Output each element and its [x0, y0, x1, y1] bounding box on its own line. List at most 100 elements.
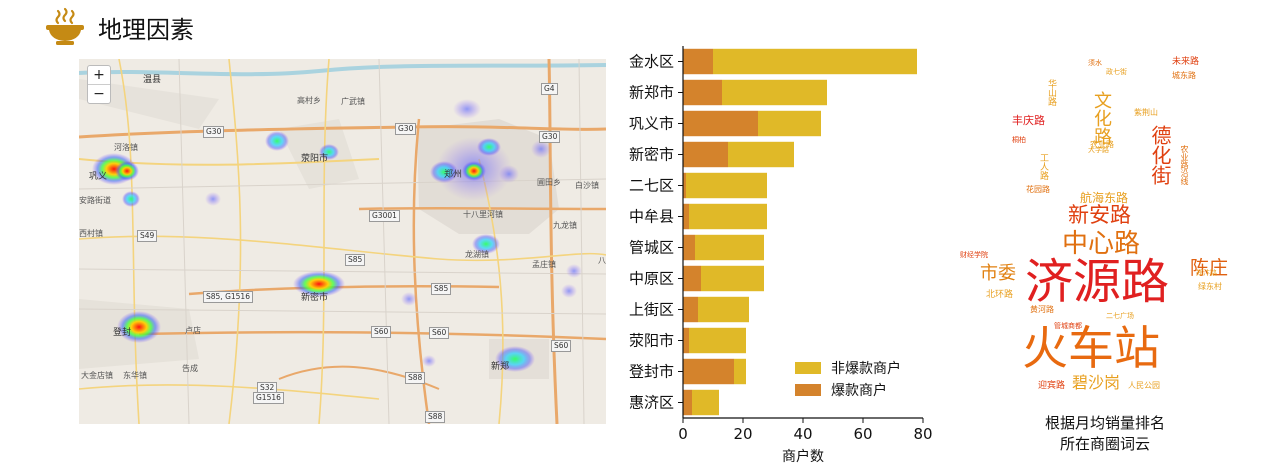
word-cloud-term: 农业路沿线: [1180, 145, 1189, 185]
word-cloud-term: 航海东路: [1080, 191, 1129, 205]
word-cloud-term: 大学路: [1088, 146, 1109, 154]
word-cloud-term: 紫荆山: [1134, 108, 1158, 117]
y-tick-label: 管城区: [629, 239, 674, 257]
bar-nonhot-segment: [713, 48, 917, 75]
word-cloud-term: 工人路: [1038, 153, 1048, 180]
map-place-label: 巩义: [89, 172, 108, 182]
zoom-out-button[interactable]: −: [88, 84, 110, 103]
map-road-shield: S60: [429, 327, 450, 339]
x-axis-label: 商户数: [782, 448, 824, 465]
bar-nonhot-segment: [701, 265, 764, 292]
map-place-label: 荥阳市: [301, 154, 329, 164]
map-place-label: 卢店: [185, 326, 201, 335]
map-road-shield: S85, G1516: [203, 291, 253, 303]
x-tick-label: 60: [853, 425, 872, 443]
caption-line-2: 所在商圈词云: [1059, 435, 1150, 453]
heatmap-map[interactable]: + − 温县高村乡 广武镇河洛镇巩义 荥阳市郑州圃田乡 白沙镇安路街道十八里河镇九龙镇…: [79, 59, 606, 424]
bar-hot-segment: [683, 358, 734, 385]
map-road-shield: G30: [203, 126, 225, 138]
x-tick-label: 20: [733, 425, 752, 443]
map-place-label: 九龙镇: [553, 221, 577, 230]
map-place-label: 郑州: [444, 170, 463, 180]
word-cloud-term: 政七街: [1106, 68, 1127, 76]
bar-nonhot-segment: [722, 79, 827, 106]
bar-nonhot-segment: [689, 327, 746, 354]
bar-hot-segment: [683, 172, 686, 199]
map-place-label: 十八里河镇: [463, 210, 503, 219]
y-tick-label: 中牟县: [629, 208, 674, 226]
word-cloud-term: 北环路: [986, 290, 1014, 300]
x-tick-label: 0: [678, 425, 688, 443]
y-tick-label: 新密市: [629, 146, 674, 164]
map-place-label: 河洛镇: [114, 143, 138, 152]
bar-nonhot-segment: [734, 358, 746, 385]
word-cloud-term: 城东路: [1172, 71, 1196, 80]
bar-chart: 金水区 新郑市 巩义市 新密市 二七区 中牟县 管城区 中原区 上街区 荥阳市 登封市 惠济区 0 20 4…: [610, 40, 940, 469]
word-cloud-term: 新安路: [1068, 203, 1131, 227]
bar-nonhot-segment: [728, 141, 794, 168]
map-place-label: 高村乡: [297, 96, 321, 105]
y-tick-label: 二七区: [629, 177, 674, 195]
map-place-label: 东华镇: [123, 371, 147, 380]
map-place-label: 孟庄镇: [532, 260, 556, 269]
y-tick-label: 上街区: [629, 301, 674, 319]
word-cloud-term: 丰庆路: [1012, 114, 1045, 127]
map-road-shield: S85: [431, 283, 452, 295]
bar-nonhot-segment: [695, 234, 764, 261]
map-road-shield: G1516: [253, 392, 284, 404]
map-place-label: 龙湖镇: [465, 250, 489, 259]
word-cloud-term: 火车站: [1022, 321, 1160, 375]
bar-hot-segment: [683, 110, 758, 137]
bar-hot-segment: [683, 203, 689, 230]
map-place-label: 温县: [143, 75, 162, 85]
map-place-label: 白沙镇: [575, 181, 599, 190]
caption-line-1: 根据月均销量排名: [1044, 414, 1165, 432]
word-cloud-term: 德化街: [1148, 125, 1172, 185]
word-cloud-term: 桐柏: [1012, 136, 1026, 144]
map-place-label: 广武镇: [341, 97, 365, 106]
legend-swatch-hot: [795, 384, 821, 396]
word-cloud-caption: 根据月均销量排名 所在商圈词云: [1005, 413, 1205, 455]
map-road-shield: S88: [405, 372, 426, 384]
bar-hot-segment: [683, 265, 701, 292]
y-tick-label: 中原区: [629, 270, 674, 288]
y-tick-label: 登封市: [629, 363, 674, 381]
y-tick-label: 荥阳市: [629, 332, 674, 350]
word-cloud: 济源路 火车站 中心路 新安路 陈庄 市委 碧沙岗 德化街 文化路 航海东路 丰庆路 未来路 城东路 紫荆…: [950, 45, 1250, 405]
bar-hot-segment: [683, 141, 728, 168]
zoom-in-button[interactable]: +: [93, 67, 105, 83]
bar-hot-segment: [683, 234, 695, 261]
map-road-shield: G30: [539, 131, 561, 143]
bar-hot-segment: [683, 389, 692, 416]
map-canvas[interactable]: [79, 59, 606, 424]
hot-pot-icon: [46, 7, 84, 45]
map-place-label: 新郑: [491, 362, 510, 372]
word-cloud-term: 人民公园: [1128, 381, 1160, 390]
word-cloud-term: 未来路: [1172, 57, 1200, 67]
y-tick-label: 惠济区: [629, 394, 674, 412]
word-cloud-term: 须水: [1088, 59, 1102, 67]
map-road-shield: S88: [425, 411, 446, 423]
map-place-label: 安路街道: [79, 196, 111, 205]
map-place-label: 新密市: [301, 293, 329, 303]
map-place-label: 圃田乡: [537, 178, 561, 187]
word-cloud-term: 市委: [980, 263, 1016, 284]
x-tick-label: 80: [913, 425, 932, 443]
bar-nonhot-segment: [686, 172, 767, 199]
word-cloud-term: 济源路: [1025, 254, 1170, 310]
word-cloud-term: 陈庄: [1190, 257, 1229, 279]
word-cloud-term: 农业路: [1090, 140, 1114, 149]
map-place-label: 大金店镇: [81, 371, 113, 380]
bar-hot-segment: [683, 79, 722, 106]
bar-nonhot-segment: [758, 110, 821, 137]
map-road-shield: S85: [345, 254, 366, 266]
map-road-shield: S49: [137, 230, 158, 242]
word-cloud-term: 华山路: [1046, 79, 1056, 106]
zoom-control: + −: [87, 65, 111, 104]
word-cloud-term: 二七广场: [1106, 312, 1134, 320]
map-road-shield: G3001: [369, 210, 400, 222]
map-place-label: 八: [598, 256, 606, 265]
map-road-shield: G4: [541, 83, 558, 95]
word-cloud-term: 花园路: [1026, 185, 1050, 194]
